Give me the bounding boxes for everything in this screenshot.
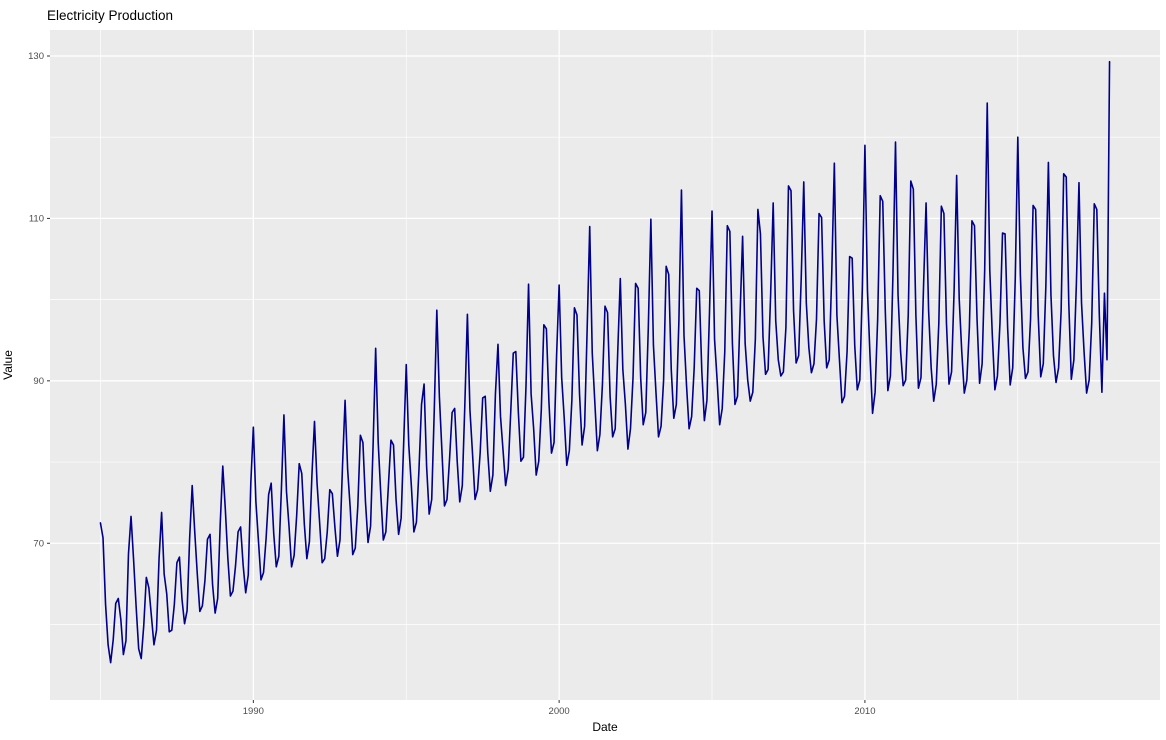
- data-series-line: [99, 60, 1111, 664]
- y-axis-tick-label: 70: [33, 538, 44, 549]
- x-axis-tick-label: 2000: [549, 706, 570, 717]
- x-axis-title: Date: [592, 720, 618, 734]
- plot-panel: [50, 30, 1160, 700]
- y-axis-tick-label: 90: [33, 376, 44, 387]
- y-axis-tick-label: 110: [29, 214, 44, 225]
- panel-background: [50, 30, 1160, 700]
- axes: 1990 2000 2010 70 90 110 130: [28, 51, 875, 717]
- y-axis-title: Value: [1, 350, 15, 380]
- chart-title: Electricity Production: [47, 8, 173, 23]
- x-axis-tick-label: 2010: [854, 706, 875, 717]
- y-axis-tick-label: 130: [28, 51, 44, 62]
- x-axis-tick-label: 1990: [243, 706, 264, 717]
